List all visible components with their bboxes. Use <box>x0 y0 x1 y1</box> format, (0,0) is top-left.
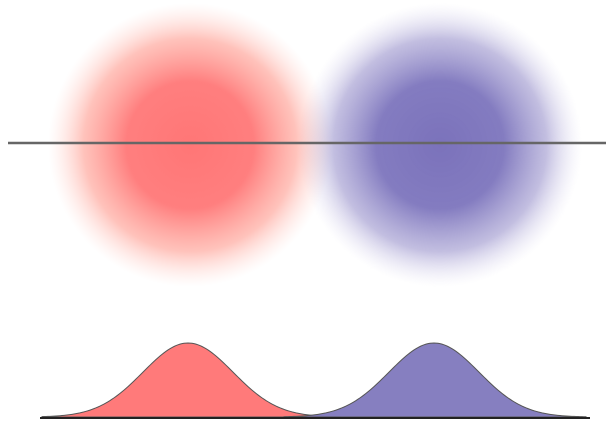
blue-distribution <box>284 343 586 417</box>
illustration <box>0 0 606 423</box>
blue-cloud <box>298 3 582 287</box>
red-cloud <box>48 3 332 287</box>
red-distribution <box>42 343 340 417</box>
